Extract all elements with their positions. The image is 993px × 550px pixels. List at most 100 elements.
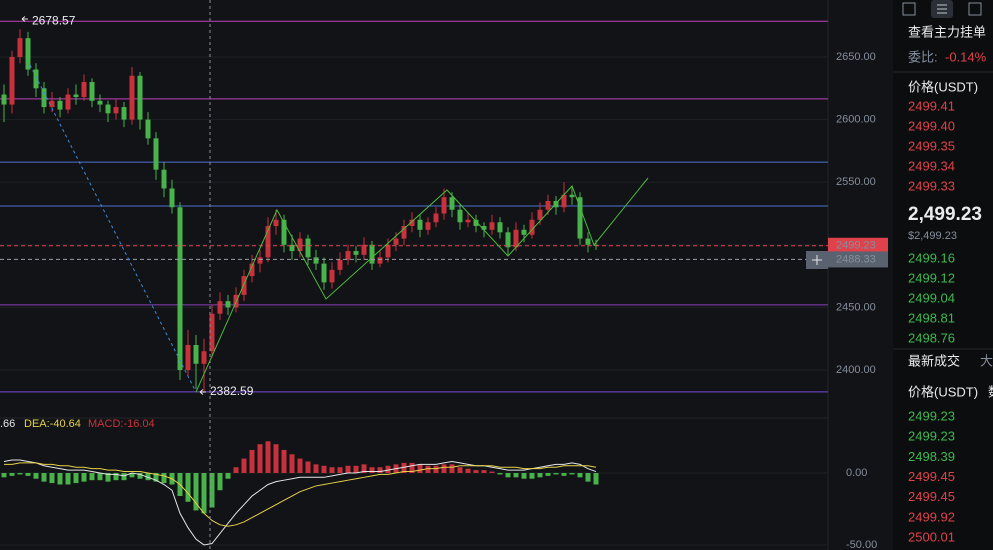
macd-bar — [337, 467, 343, 473]
candle-body — [217, 301, 223, 314]
macd-bar — [9, 472, 15, 476]
ask-price: 2499.34 — [908, 158, 955, 173]
macd-bar — [241, 458, 247, 473]
bid-price: 2499.04 — [908, 290, 955, 305]
arrow — [199, 389, 206, 395]
candle-body — [137, 75, 143, 120]
y-tick-label: -50.00 — [846, 539, 877, 550]
candle-body — [33, 69, 39, 89]
column-header: 价格(USDT) — [908, 79, 978, 94]
candle-body — [425, 222, 431, 230]
candle-body — [513, 229, 519, 248]
y-tick-label: 2400.00 — [836, 364, 876, 376]
trades-tab[interactable]: 大 — [980, 353, 993, 368]
candle-body — [145, 119, 151, 139]
macd-bar — [97, 472, 103, 481]
macd-bar — [137, 472, 143, 479]
candle-body — [17, 38, 23, 57]
macd-bar — [577, 472, 583, 478]
candle-body — [481, 226, 487, 230]
candle-body — [73, 94, 79, 98]
trade-price: 2499.92 — [908, 509, 955, 524]
macd-bar — [209, 472, 215, 508]
last-price-usd: $2,499.23 — [908, 230, 957, 242]
candle-body — [577, 197, 583, 239]
candle-body — [57, 100, 63, 110]
macd-bar — [385, 465, 391, 473]
candle-body — [201, 351, 207, 364]
macd-bar — [473, 470, 479, 473]
candle-body — [169, 188, 175, 208]
price-tag-label: 2499.23 — [836, 240, 876, 252]
macd-bar — [33, 472, 39, 479]
macd-bar — [313, 464, 319, 473]
macd-bar — [49, 472, 55, 484]
candle-body — [313, 257, 319, 264]
macd-bar — [217, 472, 223, 491]
candle-body — [177, 207, 183, 371]
macd-bar — [489, 471, 495, 473]
macd-bar — [185, 472, 191, 502]
candle-body — [305, 238, 311, 258]
zigzag-drawing — [195, 177, 649, 393]
macd-bar — [449, 464, 455, 473]
icon[interactable] — [968, 2, 982, 16]
candle-body — [337, 259, 343, 270]
candle-body — [417, 219, 423, 230]
bid-price: 2498.76 — [908, 330, 955, 345]
icon[interactable] — [902, 2, 916, 16]
trend-line — [29, 64, 197, 393]
candle-body — [585, 238, 591, 245]
candle-body — [25, 38, 31, 70]
macd-bar — [273, 444, 279, 473]
macd-bar — [569, 472, 575, 475]
macd-bar — [257, 444, 263, 473]
ask-price: 2499.33 — [908, 178, 955, 193]
bid-price: 2499.16 — [908, 250, 955, 265]
macd-bar — [225, 472, 231, 479]
candle-body — [545, 200, 551, 210]
macd-bar — [73, 472, 79, 484]
candle-body — [329, 269, 335, 283]
candle-body — [65, 94, 71, 110]
candle-body — [569, 194, 575, 198]
candle-body — [385, 244, 391, 258]
trade-price: 2499.45 — [908, 489, 955, 504]
trades-title[interactable]: 最新成交 — [908, 353, 960, 368]
macd-bar — [521, 472, 527, 479]
panel-header[interactable]: 查看主力挂单 — [908, 24, 986, 39]
macd-bar — [481, 470, 487, 473]
trade-price: 2498.39 — [908, 449, 955, 464]
trade-price: 2500.01 — [908, 530, 955, 545]
arrow — [21, 16, 28, 22]
y-tick-label: 2650.00 — [836, 51, 876, 63]
candle-body — [9, 56, 15, 105]
last-price: 2,499.23 — [908, 204, 982, 225]
trade-price: 2499.23 — [908, 408, 955, 423]
column-header: 数 — [988, 384, 993, 399]
y-tick-label: 2450.00 — [836, 301, 876, 313]
candle-body — [225, 301, 231, 308]
macd-bar — [89, 472, 95, 481]
macd-bar — [585, 472, 591, 482]
candle-body — [249, 263, 255, 277]
candle-body — [281, 219, 287, 245]
candle-body — [41, 88, 47, 108]
candle-body — [161, 169, 167, 189]
macd-bar — [441, 464, 447, 473]
macd-bar — [105, 472, 111, 482]
ask-price: 2499.41 — [908, 98, 955, 113]
candle-body — [81, 82, 87, 98]
price-tag — [828, 237, 888, 254]
plus-icon — [812, 255, 822, 265]
macd-bar — [433, 465, 439, 473]
candle-body — [105, 104, 111, 114]
y-tick-label: 2600.00 — [836, 113, 876, 125]
macd-bar — [281, 449, 287, 473]
price-tag — [828, 251, 888, 268]
order-book: 查看主力挂单 委比: -0.14% 价格(USDT) 2,499.23 $2,4… — [893, 0, 993, 545]
column-header: 价格(USDT) — [908, 384, 978, 399]
